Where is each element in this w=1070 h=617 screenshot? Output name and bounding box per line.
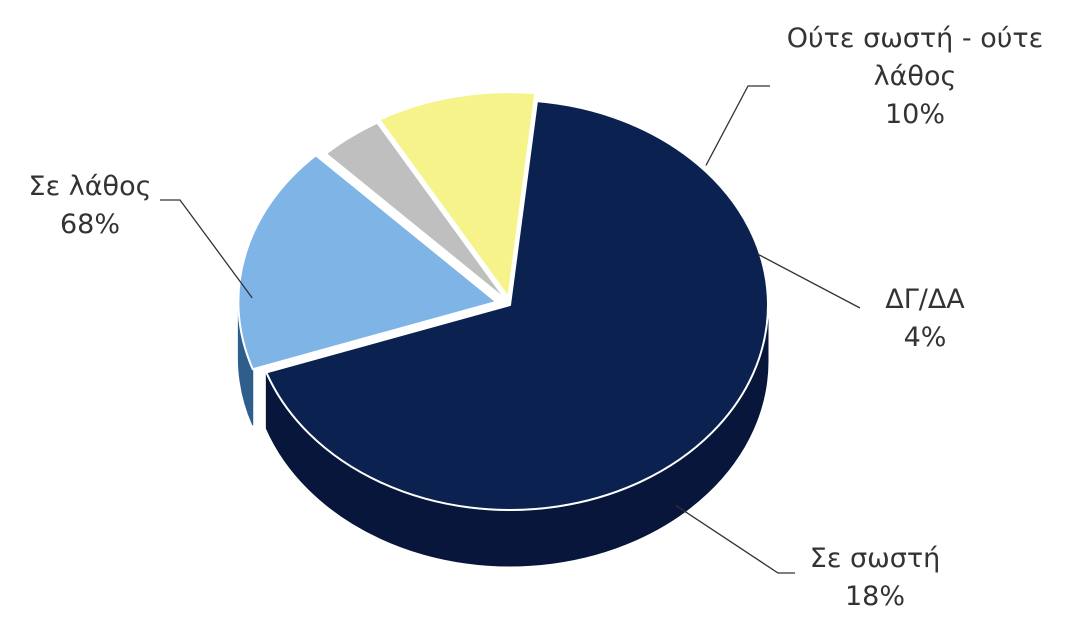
label-oute-line1: Ούτε σωστή - ούτε: [786, 23, 1044, 54]
label-oute-line2: λάθος: [873, 61, 957, 92]
label-dg-da-name: ΔΓ/ΔΑ: [885, 284, 965, 315]
label-oute-value: 10%: [884, 99, 945, 130]
label-oute: Ούτε σωστή - ούτε λάθος 10%: [760, 20, 1070, 134]
leader-line-se-sosti: [675, 504, 795, 574]
label-se-sosti-value: 18%: [844, 581, 905, 612]
slice-dg-da: [324, 121, 508, 302]
leader-line-oute: [705, 85, 770, 166]
leader-line-se-lathos: [160, 199, 253, 299]
leader-line-dg-da: [757, 253, 861, 309]
label-se-lathos: Σε λάθος 68%: [10, 168, 170, 244]
label-dg-da: ΔΓ/ΔΑ 4%: [860, 281, 990, 357]
label-se-sosti: Σε σωστή 18%: [790, 540, 960, 616]
slice-se-sosti: [237, 154, 498, 371]
slice-se-lathos: [265, 100, 769, 511]
label-dg-da-value: 4%: [903, 322, 947, 353]
slice-oute: [378, 91, 537, 299]
label-se-sosti-name: Σε σωστή: [809, 543, 941, 574]
label-se-lathos-value: 68%: [59, 209, 120, 240]
label-se-lathos-name: Σε λάθος: [28, 171, 152, 202]
